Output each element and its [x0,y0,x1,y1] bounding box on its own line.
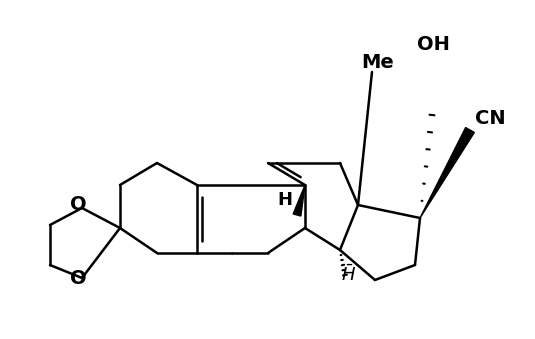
Text: Me: Me [362,54,394,73]
Text: O: O [70,268,86,287]
Text: $\bar{H}$: $\bar{H}$ [341,265,356,285]
Text: OH: OH [417,36,449,55]
Polygon shape [293,185,305,216]
Text: CN: CN [475,108,506,127]
Text: O: O [70,196,86,215]
Text: H: H [278,191,293,209]
Polygon shape [420,127,475,218]
